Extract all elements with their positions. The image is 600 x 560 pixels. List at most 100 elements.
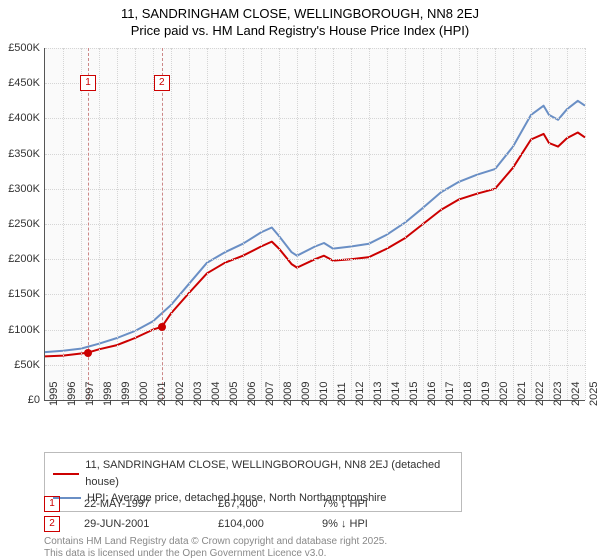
x-tick-label: 2021 [516,382,528,406]
x-tick-label: 1998 [102,382,114,406]
x-gridline [171,48,172,400]
legend-row-property: 11, SANDRINGHAM CLOSE, WELLINGBOROUGH, N… [53,457,453,490]
x-tick-label: 2019 [480,382,492,406]
footer: Contains HM Land Registry data © Crown c… [44,536,387,560]
sale-dot [84,349,92,357]
sale-marker-2: 2 [44,516,60,532]
chart-container: 11, SANDRINGHAM CLOSE, WELLINGBOROUGH, N… [0,0,600,560]
sale-date-2: 29-JUN-2001 [84,518,194,530]
x-tick-label: 2013 [372,382,384,406]
x-gridline [405,48,406,400]
x-gridline [531,48,532,400]
x-tick-label: 2025 [588,382,600,406]
sale-price-2: £104,000 [218,518,298,530]
x-gridline [189,48,190,400]
x-tick-label: 2024 [570,382,582,406]
y-tick-label: £0 [0,394,40,406]
y-tick-label: £450K [0,77,40,89]
sale-vline [162,48,163,400]
x-tick-label: 2017 [444,382,456,406]
y-tick-label: £250K [0,218,40,230]
x-tick-label: 2012 [354,382,366,406]
x-tick-label: 2007 [264,382,276,406]
sale-marker-1: 1 [44,496,60,512]
x-tick-label: 2005 [228,382,240,406]
sales-table: 1 22-MAY-1997 £67,400 7% ↓ HPI 2 29-JUN-… [44,494,412,534]
x-gridline [441,48,442,400]
x-gridline [117,48,118,400]
x-tick-label: 2022 [534,382,546,406]
legend-swatch-property [53,473,79,475]
legend-label-property: 11, SANDRINGHAM CLOSE, WELLINGBOROUGH, N… [85,457,453,490]
y-tick-label: £500K [0,42,40,54]
x-tick-label: 2003 [192,382,204,406]
x-tick-label: 2002 [174,382,186,406]
x-tick-label: 2011 [336,382,348,406]
x-gridline [81,48,82,400]
title-line-2: Price paid vs. HM Land Registry's House … [0,23,600,40]
x-tick-label: 2016 [426,382,438,406]
x-gridline [423,48,424,400]
y-tick-label: £300K [0,183,40,195]
x-gridline [513,48,514,400]
x-gridline [99,48,100,400]
sale-vline [88,48,89,400]
x-tick-label: 2001 [156,382,168,406]
x-tick-label: 2004 [210,382,222,406]
sale-date-1: 22-MAY-1997 [84,498,194,510]
title-block: 11, SANDRINGHAM CLOSE, WELLINGBOROUGH, N… [0,0,600,40]
x-gridline [567,48,568,400]
x-tick-label: 2015 [408,382,420,406]
x-gridline [495,48,496,400]
x-gridline [153,48,154,400]
y-tick-label: £150K [0,288,40,300]
footer-line-1: Contains HM Land Registry data © Crown c… [44,536,387,548]
x-gridline [63,48,64,400]
x-gridline [261,48,262,400]
x-gridline [585,48,586,400]
y-tick-label: £350K [0,148,40,160]
sales-row-1: 1 22-MAY-1997 £67,400 7% ↓ HPI [44,494,412,514]
y-tick-label: £200K [0,253,40,265]
x-gridline [477,48,478,400]
x-tick-label: 2010 [318,382,330,406]
sale-marker: 1 [80,75,96,91]
x-tick-label: 2014 [390,382,402,406]
x-gridline [225,48,226,400]
x-tick-label: 1997 [84,382,96,406]
y-tick-label: £50K [0,359,40,371]
sale-marker: 2 [154,75,170,91]
x-tick-label: 2008 [282,382,294,406]
x-gridline [333,48,334,400]
sale-diff-1: 7% ↓ HPI [322,498,412,510]
chart-area: 12 £0£50K£100K£150K£200K£250K£300K£350K£… [44,48,584,418]
footer-line-2: This data is licensed under the Open Gov… [44,548,387,560]
x-gridline [315,48,316,400]
sale-dot [158,323,166,331]
plot-area: 12 [44,48,585,401]
x-tick-label: 2023 [552,382,564,406]
y-tick-label: £100K [0,324,40,336]
x-gridline [387,48,388,400]
sale-diff-2: 9% ↓ HPI [322,518,412,530]
x-tick-label: 1999 [120,382,132,406]
x-tick-label: 2006 [246,382,258,406]
x-tick-label: 2020 [498,382,510,406]
x-gridline [459,48,460,400]
y-tick-label: £400K [0,112,40,124]
x-gridline [207,48,208,400]
x-gridline [549,48,550,400]
x-gridline [279,48,280,400]
sales-row-2: 2 29-JUN-2001 £104,000 9% ↓ HPI [44,514,412,534]
x-gridline [351,48,352,400]
x-gridline [135,48,136,400]
x-tick-label: 1995 [48,382,60,406]
x-gridline [369,48,370,400]
x-tick-label: 2018 [462,382,474,406]
x-gridline [243,48,244,400]
x-tick-label: 2000 [138,382,150,406]
x-tick-label: 2009 [300,382,312,406]
x-gridline [297,48,298,400]
title-line-1: 11, SANDRINGHAM CLOSE, WELLINGBOROUGH, N… [0,6,600,23]
sale-price-1: £67,400 [218,498,298,510]
